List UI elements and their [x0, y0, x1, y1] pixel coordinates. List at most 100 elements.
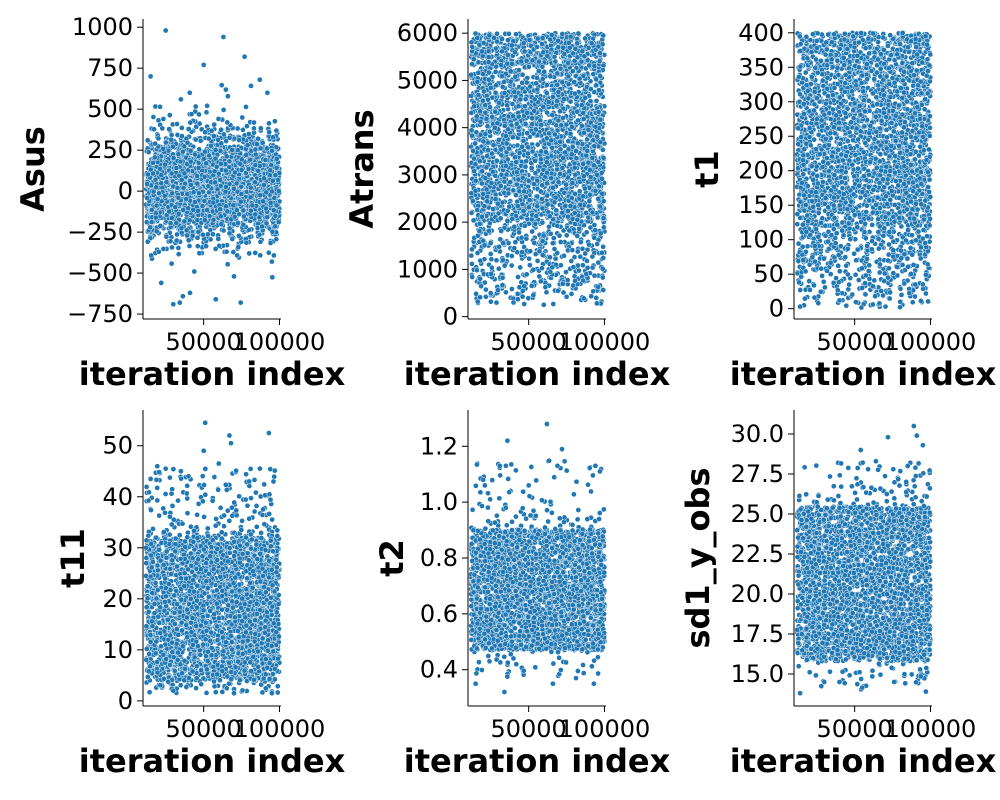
data-point	[558, 262, 564, 269]
data-point	[269, 147, 275, 154]
data-point	[563, 232, 570, 239]
y-tick-label: −250	[67, 218, 133, 246]
data-point-outlier	[256, 76, 263, 83]
data-point	[148, 207, 155, 213]
data-point	[162, 139, 169, 146]
data-point	[248, 207, 254, 214]
data-point	[159, 125, 166, 132]
data-point	[144, 137, 151, 144]
data-point	[506, 30, 512, 37]
data-point	[196, 111, 202, 118]
data-point	[174, 231, 180, 238]
data-point	[230, 249, 237, 255]
data-point	[172, 204, 179, 210]
data-point	[260, 198, 266, 205]
data-point	[200, 231, 206, 238]
data-point	[153, 228, 160, 235]
data-point	[263, 220, 270, 227]
data-point	[252, 146, 259, 153]
data-point	[533, 80, 539, 87]
data-point	[160, 116, 167, 122]
data-point	[220, 107, 227, 113]
data-point	[263, 189, 270, 196]
data-point	[158, 172, 165, 178]
data-point	[187, 158, 194, 165]
data-point	[185, 205, 191, 211]
data-point	[528, 165, 535, 171]
data-point	[151, 126, 157, 133]
data-point	[178, 125, 185, 131]
data-point-outlier	[187, 289, 193, 296]
data-point	[212, 155, 219, 162]
data-point	[163, 233, 170, 240]
data-point	[263, 205, 269, 212]
data-point	[178, 225, 185, 232]
data-point	[169, 244, 175, 251]
data-point	[192, 103, 199, 110]
data-point	[168, 136, 175, 143]
data-point	[195, 164, 202, 171]
data-point	[257, 145, 264, 152]
data-point	[145, 149, 152, 155]
data-point	[170, 143, 176, 150]
data-point	[208, 127, 215, 134]
data-point	[527, 248, 534, 255]
data-point	[257, 238, 264, 245]
data-point	[272, 212, 279, 219]
data-point	[226, 230, 233, 237]
data-point	[259, 223, 265, 230]
data-point	[582, 35, 588, 42]
data-point	[224, 119, 231, 126]
data-point	[269, 228, 276, 235]
data-point-outlier	[246, 250, 253, 257]
data-point	[594, 171, 600, 178]
data-point	[150, 170, 156, 177]
data-point	[180, 293, 186, 300]
data-point	[157, 223, 164, 229]
data-point	[167, 220, 174, 227]
y-tick-label: −750	[67, 300, 133, 328]
data-point	[173, 220, 180, 226]
data-point	[233, 180, 240, 187]
data-point	[588, 293, 595, 300]
data-point	[252, 151, 259, 158]
data-point	[212, 179, 219, 186]
data-point	[153, 202, 160, 209]
data-point	[521, 301, 528, 307]
data-point	[194, 243, 201, 249]
data-point	[249, 202, 256, 209]
data-point	[247, 156, 253, 163]
data-point	[190, 189, 197, 196]
data-point	[266, 129, 273, 135]
data-point	[202, 148, 208, 155]
data-point	[196, 190, 202, 197]
data-point	[173, 237, 180, 244]
data-point	[203, 109, 210, 116]
data-point	[217, 148, 224, 154]
data-point	[550, 301, 557, 307]
data-point	[271, 252, 277, 259]
data-point	[179, 133, 185, 139]
data-point	[143, 219, 150, 225]
data-point	[232, 169, 238, 176]
data-point	[273, 164, 280, 171]
data-point	[470, 217, 477, 224]
data-point	[207, 236, 214, 243]
data-point	[194, 180, 201, 187]
data-point	[273, 155, 280, 162]
data-point	[508, 262, 515, 269]
data-point	[223, 138, 229, 144]
data-point	[235, 220, 241, 226]
data-point	[240, 213, 247, 220]
data-point	[183, 227, 190, 234]
data-point	[230, 202, 237, 209]
data-point	[203, 243, 209, 250]
data-point	[215, 116, 222, 122]
data-point	[192, 199, 198, 205]
data-point	[231, 135, 238, 142]
data-point	[186, 217, 193, 224]
data-point	[221, 131, 227, 138]
data-point	[269, 188, 276, 195]
data-point	[484, 123, 491, 130]
data-point	[175, 251, 182, 257]
